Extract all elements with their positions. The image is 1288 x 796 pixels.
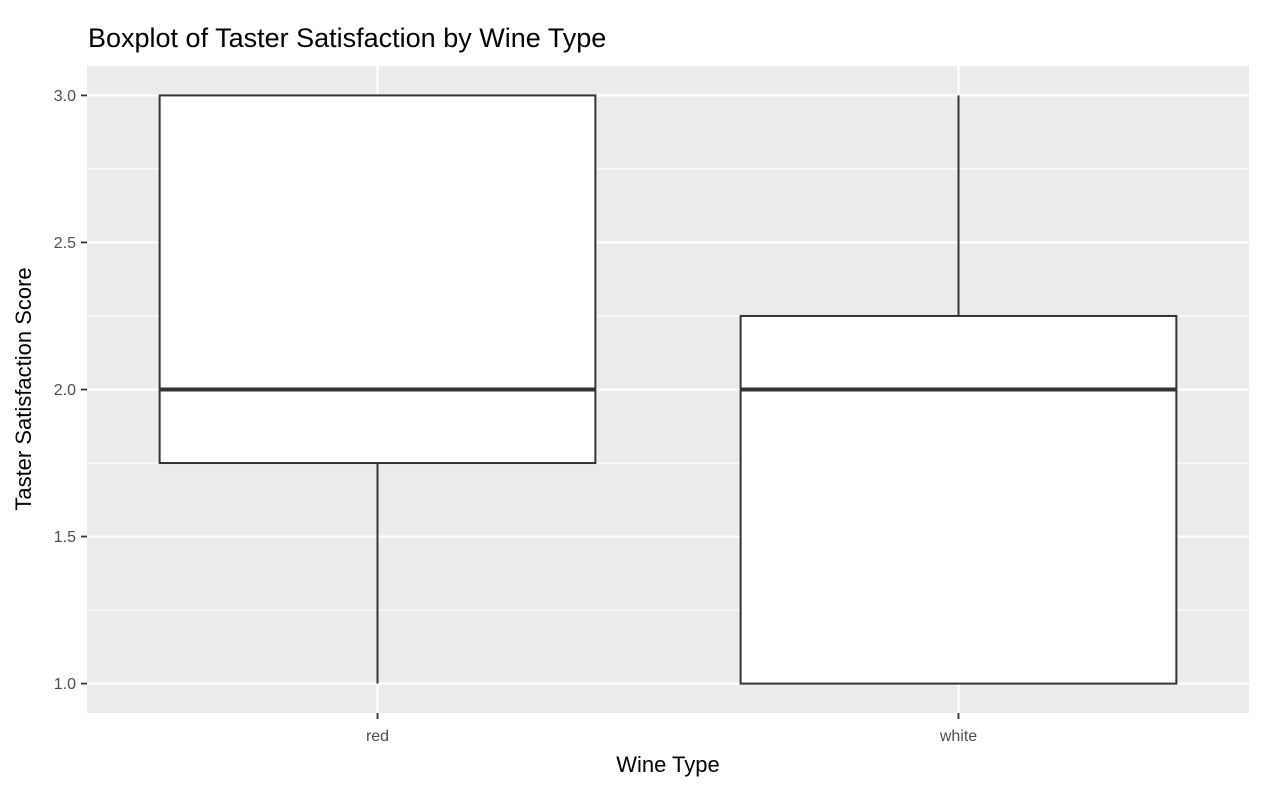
- y-tick-label: 2.0: [54, 382, 76, 399]
- x-tick-label: red: [366, 728, 389, 745]
- y-tick-label: 1.0: [54, 676, 76, 693]
- chart-title: Boxplot of Taster Satisfaction by Wine T…: [88, 23, 606, 53]
- box-body: [158, 94, 597, 465]
- y-tick-label: 2.5: [54, 235, 76, 252]
- y-axis-title: Taster Satisfaction Score: [11, 267, 36, 510]
- y-axis-ticks: 1.0 1.5 2.0 2.5 3.0: [54, 88, 87, 693]
- x-axis-ticks: red white: [366, 713, 977, 745]
- box-red: [158, 94, 597, 684]
- y-tick-label: 3.0: [54, 88, 76, 105]
- box-series: [158, 94, 1178, 685]
- y-tick-label: 1.5: [54, 529, 76, 546]
- x-axis-title: Wine Type: [616, 752, 720, 777]
- box-body: [739, 314, 1178, 685]
- box-white: [739, 95, 1178, 685]
- x-tick-label: white: [939, 728, 977, 745]
